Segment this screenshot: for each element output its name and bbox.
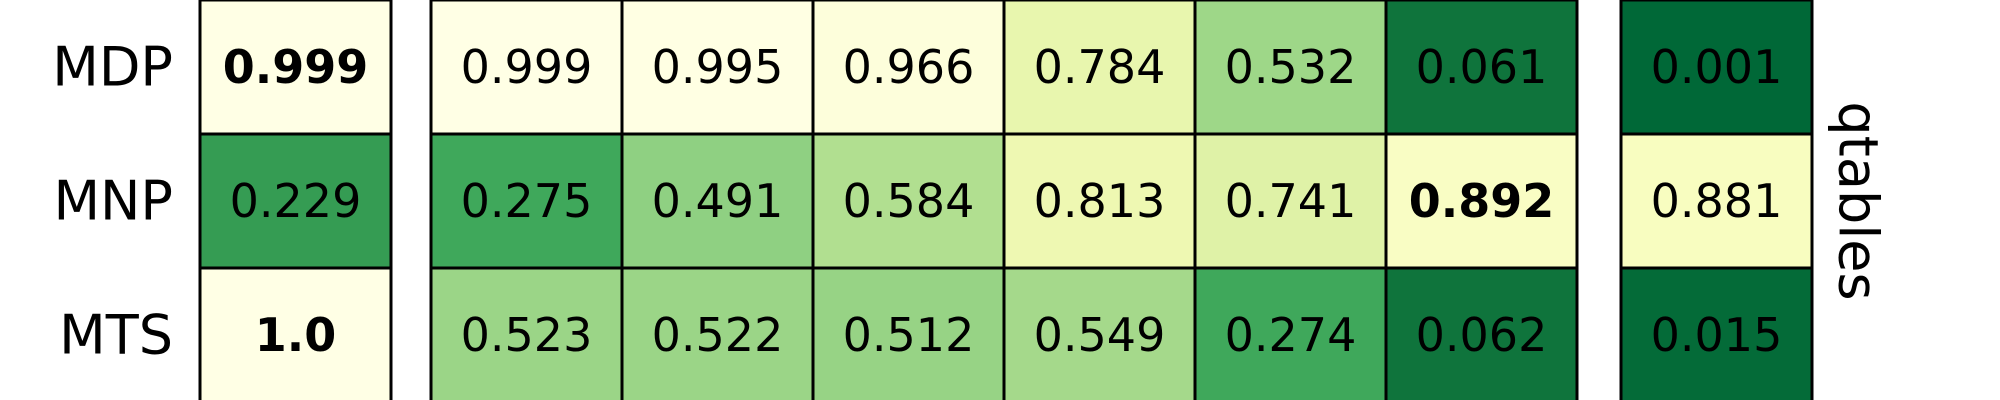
heatmap-cell: [429, 132, 624, 270]
side-label: qtables: [1827, 101, 1890, 300]
cell-value-label: 0.892: [1409, 174, 1555, 228]
cell-value-label: 0.881: [1651, 174, 1783, 228]
cell-value-label: 0.999: [223, 40, 369, 94]
cell-value-label: 0.966: [843, 40, 975, 94]
heatmap-cell: [1193, 266, 1388, 400]
heatmap-cell: [198, 266, 393, 400]
heatmap-cell: [1002, 132, 1197, 270]
cell-value-label: 0.061: [1416, 40, 1548, 94]
heatmap-cell: [620, 266, 815, 400]
cell-value-label: 0.549: [1034, 308, 1166, 362]
heatmap-cell: [1002, 266, 1197, 400]
cell-value-label: 0.491: [652, 174, 784, 228]
cell-value-label: 0.999: [461, 40, 593, 94]
heatmap-cell: [1619, 266, 1814, 400]
heatmap-cell: [1002, 0, 1197, 136]
heatmap-cell: [1193, 132, 1388, 270]
row-label-mnp: MNP: [53, 170, 173, 233]
cell-value-label: 0.741: [1225, 174, 1357, 228]
heatmap-cell: [811, 266, 1006, 400]
heatmap-cell: [1384, 132, 1579, 270]
cell-value-label: 0.584: [843, 174, 975, 228]
row-label-mdp: MDP: [52, 36, 173, 99]
cell-value-label: 0.995: [652, 40, 784, 94]
heatmap-cell: [1384, 0, 1579, 136]
cell-value-label: 0.523: [461, 308, 593, 362]
heatmap-cell: [1193, 0, 1388, 136]
cell-value-label: 0.062: [1416, 308, 1548, 362]
cell-value-label: 0.275: [461, 174, 593, 228]
heatmap-cell: [198, 132, 393, 270]
cell-value-label: 0.813: [1034, 174, 1166, 228]
cell-value-label: 0.229: [230, 174, 362, 228]
cell-value-label: 0.532: [1225, 40, 1357, 94]
cell-value-label: 0.015: [1651, 308, 1783, 362]
row-label-mts: MTS: [59, 304, 173, 367]
side-label-group: qtables: [1827, 101, 1890, 300]
cell-value-label: 0.522: [652, 308, 784, 362]
cell-value-label: 0.274: [1225, 308, 1357, 362]
heatmap-cell: [1384, 266, 1579, 400]
cell-value-label: 0.512: [843, 308, 975, 362]
cell-value-label: 1.0: [255, 308, 337, 362]
heatmap-cells: 0.999 0.229 1.0 0.999 0.995 0.966 0.784 0.532 0.…: [198, 0, 1814, 400]
heatmap-cell: [1619, 132, 1814, 270]
heatmap-cell: [1619, 0, 1814, 136]
cell-value-label: 0.784: [1034, 40, 1166, 94]
row-labels: MDP MNP MTS: [52, 36, 173, 367]
cell-value-label: 0.001: [1651, 40, 1783, 94]
heatmap-cell: [811, 132, 1006, 270]
heatmap-cell: [198, 0, 393, 136]
heatmap-cell: [429, 266, 624, 400]
heatmap-cell: [429, 0, 624, 136]
